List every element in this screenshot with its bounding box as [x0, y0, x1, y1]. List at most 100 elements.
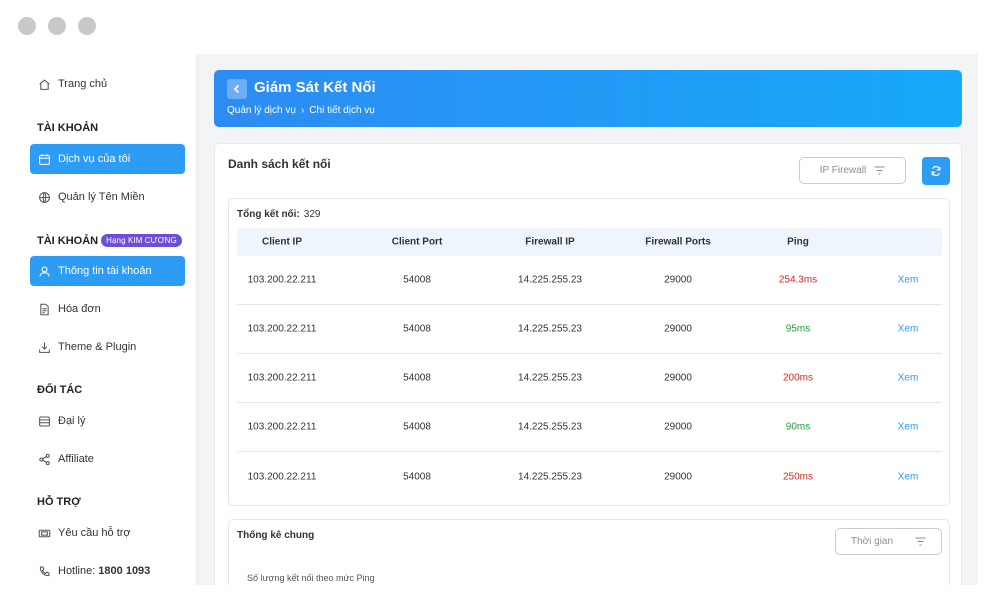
- chevron-left-icon: [233, 84, 240, 94]
- firewall-ports-cell: 29000: [664, 323, 692, 335]
- ping-cell: 90ms: [785, 421, 811, 433]
- sidebar-item-label: Affiliate: [58, 453, 94, 465]
- client-port-cell: 54008: [403, 323, 431, 335]
- chevron-right-icon: ›: [300, 105, 305, 116]
- sidebar-item-label: Dịch vụ của tôi: [58, 153, 131, 165]
- sidebar-item-label: Yêu cầu hỗ trợ: [58, 527, 131, 539]
- column-header: Firewall Ports: [645, 236, 711, 248]
- total-label: Tổng kết nối:: [237, 209, 300, 220]
- column-header: Client IP: [261, 236, 303, 248]
- table-row: 103.200.22.211 54008 14.225.255.23 29000 90m…: [237, 403, 942, 452]
- window-close-button[interactable]: [18, 17, 36, 35]
- refresh-button[interactable]: [922, 157, 950, 185]
- sidebar-item-label: Đại lý: [58, 415, 86, 427]
- ping-cell: 254.3ms: [778, 274, 818, 286]
- ping-cell: 200ms: [782, 372, 814, 384]
- breadcrumb-item-services[interactable]: Quản lý dịch vụ: [227, 105, 296, 116]
- stats-title: Thống kê chung: [237, 530, 315, 541]
- view-link[interactable]: Xem: [897, 421, 919, 433]
- client-ip-cell: 103.200.22.211: [247, 421, 317, 433]
- page-header: Giám Sát Kết Nối Quản lý dịch vụ › Chi t…: [214, 70, 962, 127]
- total-value: 329: [303, 209, 321, 220]
- window-controls: [18, 17, 96, 35]
- filter-label: IP Firewall: [819, 165, 867, 176]
- ip-firewall-filter[interactable]: IP Firewall: [799, 157, 906, 184]
- view-link[interactable]: Xem: [897, 471, 919, 482]
- firewall-ports-cell: 29000: [664, 372, 692, 384]
- firewall-ports-cell: 29000: [664, 471, 692, 482]
- user-icon: [37, 264, 51, 278]
- sidebar-item-affiliate[interactable]: Affiliate: [30, 444, 185, 474]
- window-minimize-button[interactable]: [48, 17, 66, 35]
- client-port-cell: 54008: [403, 471, 431, 482]
- refresh-icon: [931, 165, 941, 177]
- sidebar-item-home[interactable]: Trang chủ: [30, 69, 185, 99]
- connections-card: Danh sách kết nối IP Firewall Tổng kết n…: [214, 143, 962, 585]
- invoice-icon: [37, 302, 51, 316]
- firewall-ip-cell: 14.225.255.23: [518, 372, 582, 384]
- sidebar-item-label: Theme & Plugin: [58, 341, 137, 353]
- firewall-ip-cell: 14.225.255.23: [518, 323, 582, 335]
- section-account: TÀI KHOẢN: [37, 122, 99, 134]
- page-title: Giám Sát Kết Nối: [254, 79, 376, 96]
- app-frame: Trang chủ TÀI KHOẢN Dịch vụ của tôi Quản…: [20, 54, 978, 585]
- table-header: Client IP Client Port Firewall IP Firewa…: [237, 228, 942, 256]
- sidebar-item-account-info[interactable]: Thông tin tài khoản: [30, 256, 185, 286]
- hotline-label: Hotline:: [58, 565, 96, 577]
- view-link[interactable]: Xem: [897, 372, 919, 384]
- sidebar-item-services[interactable]: Dịch vụ của tôi: [30, 144, 185, 174]
- total-connections: Tổng kết nối: 329: [237, 209, 320, 220]
- section-account-rank: TÀI KHOẢN Hạng KIM CƯƠNG: [37, 234, 182, 247]
- share-icon: [37, 452, 51, 466]
- sidebar-item-label: Quản lý Tên Miền: [58, 191, 145, 203]
- column-header: Client Port: [391, 236, 443, 248]
- back-button[interactable]: [227, 79, 247, 99]
- connections-table-panel: Tổng kết nối: 329 Client IP Client Port F…: [228, 198, 950, 506]
- client-ip-cell: 103.200.22.211: [247, 372, 317, 384]
- sidebar-item-label: Trang chủ: [58, 78, 108, 90]
- filter-icon: [874, 166, 885, 175]
- sidebar-item-hotline[interactable]: Hotline: 1800 1093: [30, 556, 185, 585]
- view-link[interactable]: Xem: [897, 323, 919, 335]
- firewall-ip-cell: 14.225.255.23: [518, 274, 582, 286]
- filter-icon: [915, 537, 926, 546]
- table-row: 103.200.22.211 54008 14.225.255.23 29000 254…: [237, 256, 942, 305]
- client-port-cell: 54008: [403, 274, 431, 286]
- column-header: Ping: [787, 236, 809, 248]
- stats-subtitle: Số lượng kết nối theo mức Ping: [247, 573, 375, 583]
- table-row: 103.200.22.211 54008 14.225.255.23 29000 250…: [237, 452, 942, 501]
- store-icon: [37, 414, 51, 428]
- hotline-number: 1800 1093: [98, 565, 151, 577]
- time-filter[interactable]: Thời gian: [835, 528, 942, 555]
- stats-panel: Thống kê chung Thời gian Số lượng kết nố…: [228, 519, 950, 585]
- rank-badge: Hạng KIM CƯƠNG: [101, 234, 182, 247]
- client-ip-cell: 103.200.22.211: [247, 323, 317, 335]
- connections-title: Danh sách kết nối: [228, 157, 331, 171]
- section-partner: ĐỐI TÁC: [37, 384, 83, 396]
- client-ip-cell: 103.200.22.211: [247, 471, 317, 482]
- section-support: HỖ TRỢ: [37, 496, 81, 508]
- firewall-ports-cell: 29000: [664, 421, 692, 433]
- ticket-icon: [37, 526, 51, 540]
- view-link[interactable]: Xem: [897, 274, 919, 286]
- sidebar-item-label: Hóa đơn: [58, 303, 101, 315]
- globe-icon: [37, 190, 51, 204]
- sidebar-item-ticket[interactable]: Yêu cầu hỗ trợ: [30, 518, 185, 548]
- home-icon: [37, 77, 51, 91]
- window-maximize-button[interactable]: [78, 17, 96, 35]
- sidebar-item-invoices[interactable]: Hóa đơn: [30, 294, 185, 324]
- table-row: 103.200.22.211 54008 14.225.255.23 29000 200…: [237, 354, 942, 403]
- breadcrumb-item-detail: Chi tiết dịch vụ: [309, 105, 375, 116]
- client-port-cell: 54008: [403, 372, 431, 384]
- time-filter-label: Thời gian: [850, 536, 894, 547]
- breadcrumb: Quản lý dịch vụ › Chi tiết dịch vụ: [227, 105, 375, 116]
- ping-cell: 95ms: [785, 323, 811, 335]
- column-header: Firewall IP: [525, 236, 575, 248]
- client-ip-cell: 103.200.22.211: [247, 274, 317, 286]
- sidebar-item-themes[interactable]: Theme & Plugin: [30, 332, 185, 362]
- sidebar-item-domains[interactable]: Quản lý Tên Miền: [30, 182, 185, 212]
- firewall-ip-cell: 14.225.255.23: [518, 471, 582, 482]
- sidebar-item-label: Thông tin tài khoản: [58, 265, 152, 277]
- sidebar-item-agency[interactable]: Đại lý: [30, 406, 185, 436]
- ping-cell: 250ms: [782, 471, 814, 482]
